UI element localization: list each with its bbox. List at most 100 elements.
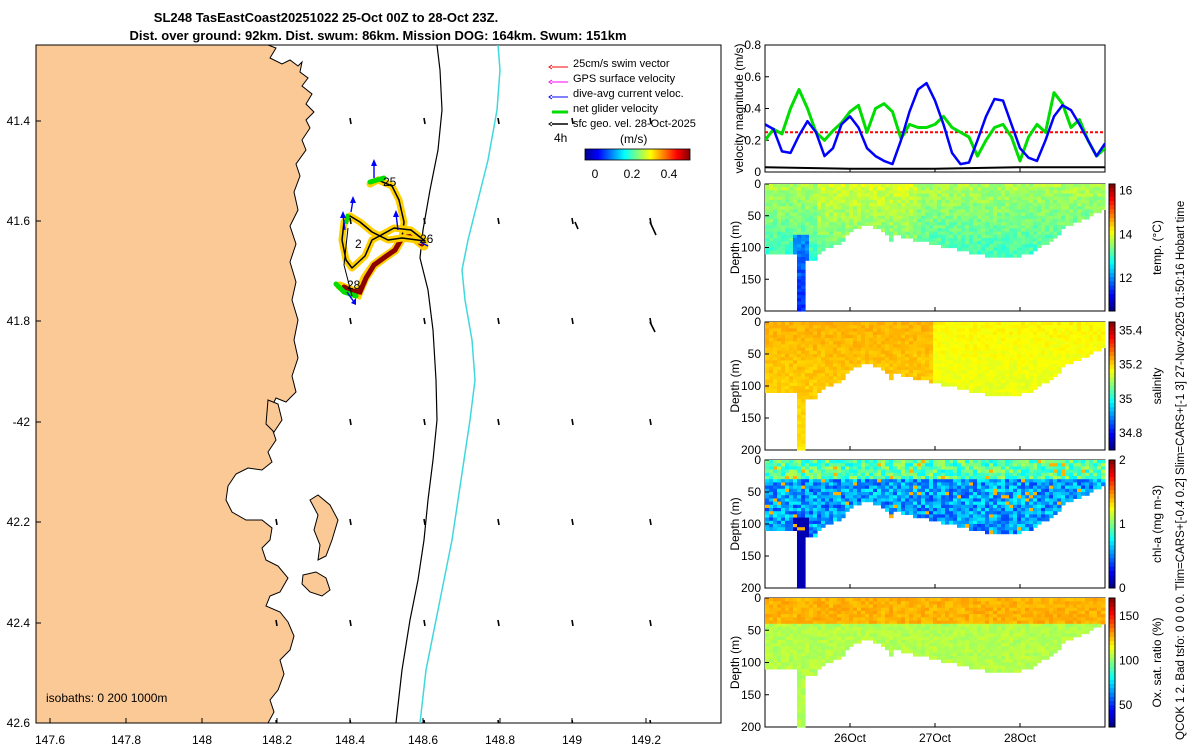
heatmap-cell — [845, 479, 850, 483]
heatmap-cell — [1065, 344, 1070, 349]
heatmap-cell — [1013, 476, 1018, 480]
heatmap-cell — [937, 514, 942, 519]
heatmap-cell — [973, 218, 978, 223]
sfc-geo-arrow — [423, 418, 426, 426]
heatmap-cell — [989, 228, 994, 233]
heatmap-cell — [1013, 357, 1018, 361]
heatmap-cell — [977, 463, 982, 467]
heatmap-cell — [813, 472, 818, 477]
heatmap-cell — [965, 193, 970, 198]
heatmap-cell — [833, 193, 838, 198]
heatmap-cell — [777, 492, 782, 496]
heatmap-cell — [869, 328, 874, 333]
heatmap-cell — [861, 354, 866, 358]
heatmap-cell — [1065, 357, 1070, 361]
heatmap-cell — [965, 357, 970, 361]
heatmap-cell — [953, 203, 958, 207]
heatmap-cell — [893, 350, 898, 355]
heatmap-cell — [977, 328, 982, 333]
heatmap-cell — [829, 520, 834, 525]
heatmap-cell — [793, 386, 798, 390]
heatmap-cell — [1069, 498, 1074, 503]
heatmap-cell — [1041, 322, 1046, 326]
heatmap-cell — [897, 479, 902, 483]
heatmap-cell — [1045, 206, 1050, 210]
heatmap-cell — [777, 479, 782, 483]
velocity-y-tick: 0.6 — [744, 70, 761, 84]
heatmap-cell — [845, 215, 850, 220]
heatmap-cell — [1077, 466, 1082, 471]
heatmap-cell — [1025, 482, 1030, 487]
heatmap-cell — [809, 363, 814, 368]
heatmap-cell — [817, 184, 822, 188]
heatmap-cell — [797, 379, 802, 384]
heatmap-cell — [1065, 479, 1070, 483]
heatmap-cell — [833, 206, 838, 210]
heatmap-cell — [929, 472, 934, 477]
heatmap-cell — [901, 209, 906, 214]
heatmap-cell — [933, 241, 938, 245]
sfc-geo-arrow — [497, 418, 500, 426]
heatmap-cell — [1029, 463, 1034, 467]
heatmap-cell — [865, 196, 870, 201]
heatmap-cell — [993, 209, 998, 214]
heatmap-cell — [925, 469, 930, 474]
heatmap-cell — [829, 472, 834, 477]
heatmap-cell — [1073, 199, 1078, 204]
heatmap-cell — [793, 328, 798, 333]
heatmap-cell — [1041, 466, 1046, 471]
heatmap-cell — [1061, 199, 1066, 204]
heatmap-cell — [793, 469, 798, 474]
heatmap-cell — [985, 325, 990, 329]
heatmap-cell — [1041, 517, 1046, 522]
heatmap-cell — [809, 347, 814, 352]
heatmap-cell — [1101, 206, 1106, 210]
heatmap-cell — [901, 331, 906, 336]
heatmap-cell — [797, 206, 802, 210]
heatmap-cell — [1053, 488, 1058, 493]
heatmap-cell — [1077, 190, 1082, 195]
heatmap-cell — [905, 466, 910, 471]
heatmap-cell — [845, 476, 850, 480]
heatmap-cell — [1009, 338, 1014, 342]
heatmap-cell — [769, 331, 774, 336]
heatmap-cell — [921, 514, 926, 519]
heatmap-cell — [837, 482, 842, 487]
heatmap-cell — [981, 379, 986, 384]
heatmap-cell — [789, 370, 794, 374]
heatmap-cell — [841, 187, 846, 191]
heatmap-cell — [889, 212, 894, 217]
heatmap-cell — [913, 354, 918, 358]
heatmap-cell — [965, 244, 970, 249]
heatmap-cell — [1037, 366, 1042, 371]
heatmap-cell — [909, 460, 914, 464]
heatmap-cell — [797, 338, 802, 342]
heatmap-cell — [1065, 328, 1070, 333]
heatmap-cell — [1025, 366, 1030, 371]
heatmap-cell — [1029, 241, 1034, 245]
heatmap-cell — [793, 366, 798, 371]
heatmap-cell — [1045, 495, 1050, 499]
heatmap-cell — [845, 334, 850, 339]
heatmap-cell — [773, 215, 778, 220]
heatmap-cell — [765, 234, 770, 239]
heatmap-cell — [833, 476, 838, 480]
heatmap-cell — [985, 511, 990, 515]
heatmap-cell — [997, 530, 1002, 535]
heatmap-cell — [881, 469, 886, 474]
heatmap-cell — [809, 527, 814, 531]
heatmap-cell — [925, 485, 930, 490]
heatmap-cell — [1029, 322, 1034, 326]
heatmap-cell — [925, 206, 930, 210]
heatmap-cell — [933, 350, 938, 355]
heatmap-cell — [797, 215, 802, 220]
heatmap-cell — [1069, 466, 1074, 471]
heatmap-cell — [857, 460, 862, 464]
heatmap-cell — [905, 463, 910, 467]
heatmap-cell — [897, 218, 902, 223]
heatmap-cell — [897, 482, 902, 487]
heatmap-cell — [949, 463, 954, 467]
heatmap-cell — [1001, 347, 1006, 352]
heatmap-cell — [857, 463, 862, 467]
heatmap-cell — [901, 206, 906, 210]
